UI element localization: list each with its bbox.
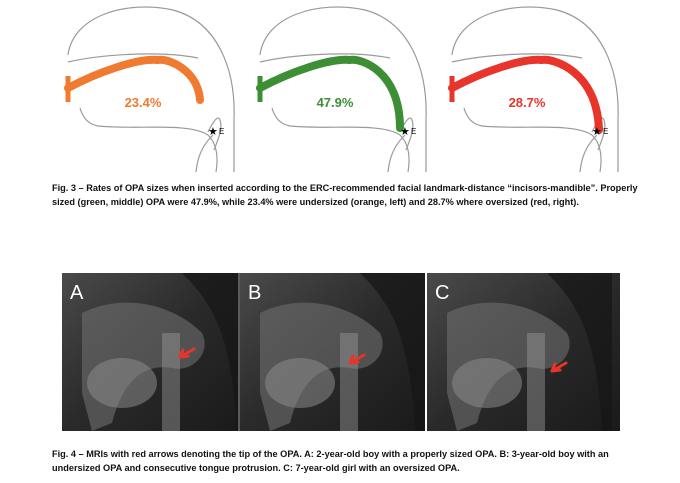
mri-anatomy [162, 333, 180, 431]
figure-4: A B C [62, 273, 620, 431]
landmark-star: ★ [208, 126, 218, 138]
mri-anatomy [182, 273, 247, 431]
landmark-star: ★ [592, 126, 602, 138]
red-arrow [550, 361, 568, 373]
opa-airway [256, 55, 404, 132]
percentage-label: 28.7% [509, 95, 546, 110]
mri-panel: B [240, 273, 425, 431]
opa-airway [64, 55, 204, 104]
mri-panel: C [427, 273, 620, 431]
landmark-label: E [603, 127, 608, 136]
panel-label: B [248, 282, 261, 304]
diagram-panel: 28.7% ★ E [448, 6, 619, 173]
mri-anatomy [265, 358, 335, 408]
head-outline [259, 6, 427, 173]
head-outline [67, 6, 235, 173]
landmark-label: E [219, 127, 224, 136]
panel-label: C [435, 282, 449, 304]
panel-label: A [70, 282, 84, 304]
mri-anatomy [87, 358, 157, 408]
red-arrow [348, 353, 366, 365]
mri-panel: A [62, 273, 247, 431]
mri-anatomy [360, 273, 425, 431]
diagram-panel: 47.9% ★ E [256, 6, 427, 173]
mri-anatomy [547, 273, 612, 431]
landmark-label: E [411, 127, 416, 136]
mri-anatomy [452, 358, 522, 408]
percentage-label: 23.4% [125, 95, 162, 110]
landmark-star: ★ [400, 126, 410, 138]
figure-4-caption: Fig. 4 – MRIs with red arrows denoting t… [52, 449, 609, 473]
figure-3-caption: Fig. 3 – Rates of OPA sizes when inserte… [52, 183, 638, 207]
opa-airway [448, 55, 603, 134]
red-arrow [178, 347, 196, 359]
mri-anatomy [527, 333, 545, 431]
figure-3: 23.4%★ E47.9%★ E28.7%★ E [64, 6, 619, 173]
mri-anatomy [340, 333, 358, 431]
percentage-label: 47.9% [317, 95, 354, 110]
diagram-panel: 23.4% ★ E [64, 6, 235, 173]
